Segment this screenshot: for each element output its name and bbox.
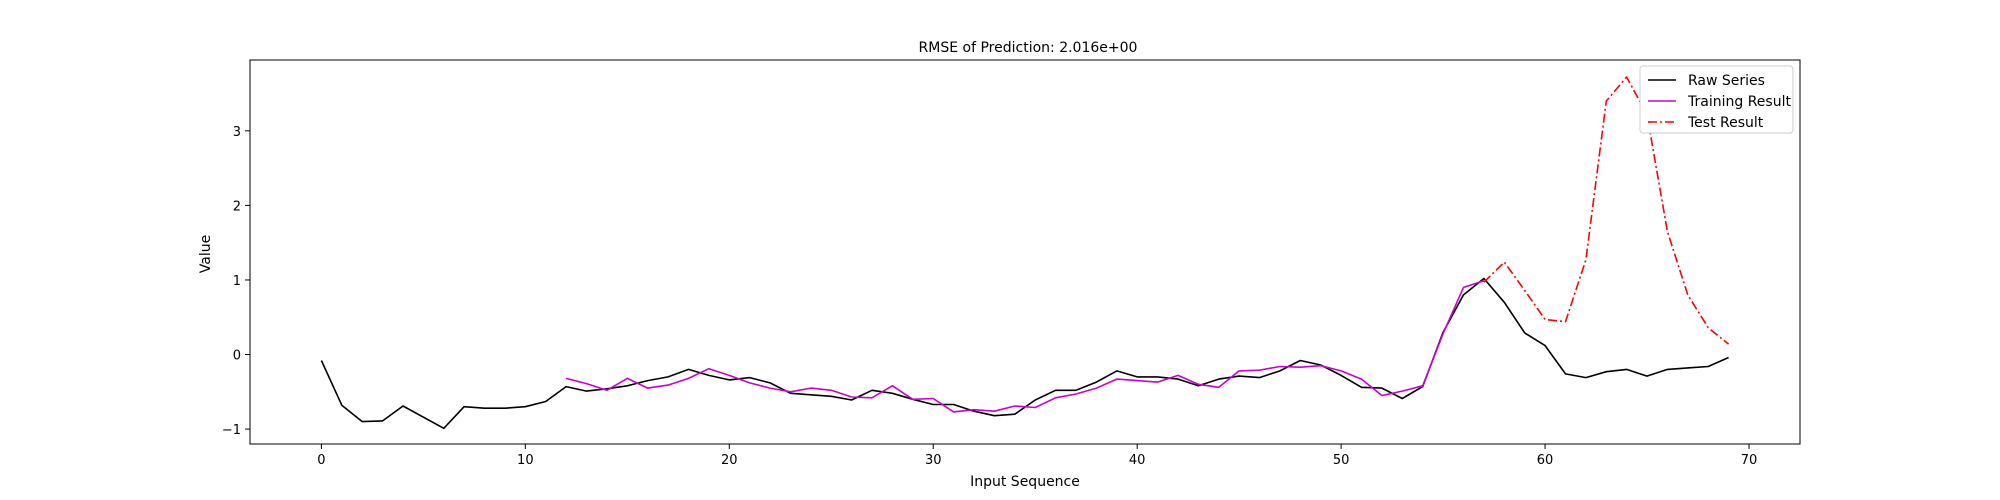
y-tick-label: 1 xyxy=(233,274,241,289)
series-layer xyxy=(320,76,1730,430)
x-tick-label: 20 xyxy=(721,453,738,468)
y-tick-label: 2 xyxy=(233,199,241,214)
y-axis: −1 0 1 2 3 xyxy=(222,125,250,438)
y-tick-label: −1 xyxy=(222,423,241,438)
chart-title: RMSE of Prediction: 2.016e+00 xyxy=(919,40,1138,56)
y-axis-title: Value xyxy=(198,235,214,273)
series-line-training-result xyxy=(565,279,1485,413)
legend-box xyxy=(1639,65,1794,134)
x-tick-label: 10 xyxy=(517,453,534,468)
x-tick-label: 30 xyxy=(925,453,942,468)
series-line-test-result xyxy=(1483,76,1730,345)
x-tick-label: 50 xyxy=(1333,453,1350,468)
x-tick-label: 60 xyxy=(1537,453,1554,468)
legend-label: Test Result xyxy=(1687,115,1764,131)
legend-label: Training Result xyxy=(1687,94,1791,110)
y-tick-label: 0 xyxy=(233,349,241,364)
x-tick-label: 70 xyxy=(1741,453,1758,468)
legend-label: Raw Series xyxy=(1688,73,1765,89)
x-axis-title: Input Sequence xyxy=(970,474,1080,490)
x-tick-label: 0 xyxy=(317,453,325,468)
x-tick-label: 40 xyxy=(1129,453,1146,468)
y-tick-label: 3 xyxy=(233,125,241,140)
plot-frame xyxy=(249,59,1801,445)
x-axis: 0 10 20 30 40 50 60 70 xyxy=(317,444,1757,468)
legend: Raw Series Training Result Test Result xyxy=(1639,65,1794,134)
